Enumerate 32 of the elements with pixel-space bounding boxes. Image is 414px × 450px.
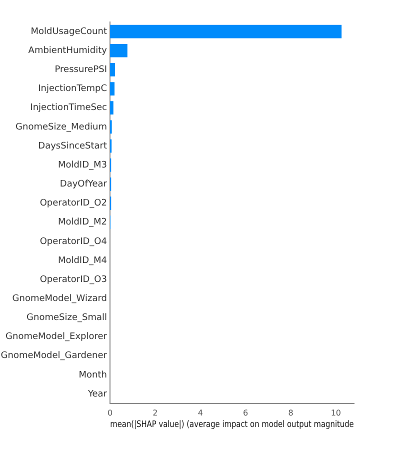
x-tick-label: 4 <box>198 408 203 418</box>
bar <box>110 63 115 76</box>
y-tick-label: Month <box>78 370 107 380</box>
y-tick-label: DayOfYear <box>60 180 108 190</box>
y-tick-label: GnomeModel_Explorer <box>6 332 108 342</box>
y-tick-label: InjectionTimeSec <box>30 103 108 114</box>
x-tick-label: 6 <box>243 408 248 418</box>
y-tick-label: GnomeSize_Medium <box>16 122 107 132</box>
y-tick-label: GnomeModel_Gardener <box>0 351 108 362</box>
y-tick-label: InjectionTempC <box>38 84 107 94</box>
bar <box>110 82 115 96</box>
y-tick-label: MoldID_M2 <box>58 218 107 228</box>
y-tick-label: GnomeSize_Small <box>26 313 107 324</box>
y-tick-label: MoldID_M4 <box>58 256 108 266</box>
y-tick-label: OperatorID_O2 <box>40 198 107 209</box>
x-tick-label: 0 <box>107 408 113 418</box>
x-tick-label: 10 <box>330 408 342 418</box>
y-tick-label: PressurePSI <box>54 65 107 76</box>
x-tick-label: 8 <box>288 408 294 418</box>
y-tick-label: MoldUsageCount <box>30 26 108 37</box>
y-tick-label: GnomeModel_Wizard <box>12 294 107 304</box>
x-tick-label: 2 <box>152 408 158 418</box>
bar <box>110 101 114 115</box>
y-tick-label: Year <box>86 389 108 400</box>
y-tick-label: MoldID_M3 <box>58 160 107 170</box>
x-axis-title: mean(|SHAP value|) (average impact on model output magnitude <box>110 418 354 430</box>
y-tick-label: DaysSinceStart <box>38 141 108 152</box>
y-tick-label: OperatorID_O4 <box>40 236 108 247</box>
y-tick-label: OperatorID_O3 <box>40 274 107 285</box>
bar <box>110 24 342 38</box>
bar <box>110 44 128 58</box>
y-tick-label: AmbientHumidity <box>28 46 108 56</box>
